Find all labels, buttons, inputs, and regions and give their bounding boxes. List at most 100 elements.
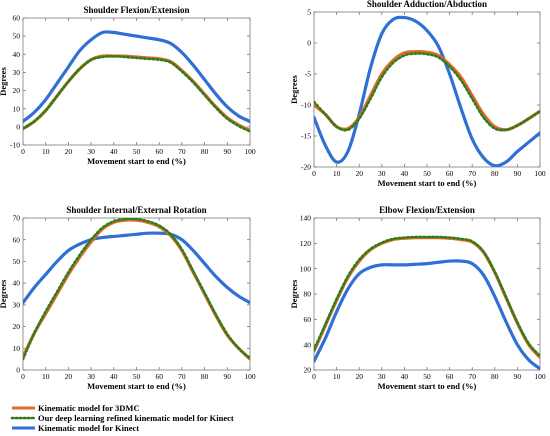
x-tick-label: 10	[42, 372, 50, 381]
x-tick-label: 100	[534, 169, 546, 178]
y-axis-label: Degrees	[289, 74, 299, 103]
x-tick-label: 10	[333, 169, 341, 178]
x-tick-label: 10	[333, 372, 341, 381]
x-tick-label: 20	[65, 147, 73, 156]
y-tick-label: 40	[13, 279, 21, 288]
x-tick-label: 20	[355, 169, 363, 178]
x-tick-label: 20	[355, 372, 363, 381]
panel-flexion-extension: Shoulder Flexion/Extension 0 10 20 30 40 50 60 7…	[0, 5, 256, 166]
series-group	[23, 218, 250, 361]
x-tick-label: 90	[514, 372, 522, 381]
y-tick-label: 50	[13, 32, 21, 41]
x-tick-label: 30	[87, 147, 95, 156]
y-tick-label: 40	[13, 50, 21, 59]
x-tick-label: 50	[133, 372, 141, 381]
x-tick-label: 20	[65, 372, 73, 381]
x-tick-label: 60	[155, 372, 163, 381]
series-line-kinect	[23, 231, 250, 305]
y-tick-label: 120	[300, 239, 312, 248]
y-axis-label: Degrees	[0, 279, 8, 308]
panel-internal-external-rotation: Shoulder Internal/External Rotation 0 10 20…	[0, 205, 256, 391]
x-tick-label: 60	[446, 372, 454, 381]
y-tick-label: 5	[307, 8, 311, 17]
x-tick-label: 50	[423, 169, 431, 178]
y-tick-label: 20	[13, 86, 21, 95]
y-tick-label: 20	[304, 366, 312, 375]
y-tick-label: 70	[13, 214, 21, 223]
x-tick-label: 80	[491, 372, 499, 381]
y-tick-label: 40	[304, 340, 312, 349]
series-line-kinect	[23, 30, 250, 124]
x-tick-label: 80	[201, 372, 209, 381]
y-tick-label: 0	[16, 122, 20, 131]
chart-title: Shoulder Adduction/Abduction	[367, 0, 487, 9]
y-tick-label: 80	[304, 290, 312, 299]
x-tick-label: 30	[87, 372, 95, 381]
y-tick-label: 140	[300, 214, 312, 223]
x-tick-label: 60	[155, 147, 163, 156]
x-tick-label: 70	[178, 147, 186, 156]
y-tick-label: 60	[304, 315, 312, 324]
chart-title: Shoulder Flexion/Extension	[83, 5, 189, 15]
x-tick-label: 70	[468, 372, 476, 381]
series-group	[314, 15, 540, 167]
y-tick-label: 50	[13, 257, 21, 266]
x-tick-label: 10	[42, 147, 50, 156]
series-line-kinect	[314, 15, 540, 167]
legend-label-kinect: Kinematic model for Kinect	[38, 423, 139, 433]
y-axis-label: Degrees	[0, 66, 8, 95]
x-tick-label: 0	[312, 372, 316, 381]
x-axis-label: Movement start to end (%)	[87, 156, 186, 166]
x-tick-label: 50	[133, 147, 141, 156]
x-tick-label: 90	[224, 147, 232, 156]
y-tick-label: 0	[16, 366, 20, 375]
series-line-dl	[23, 54, 250, 133]
x-tick-label: 70	[468, 169, 476, 178]
y-tick-label: 20	[13, 322, 21, 331]
x-tick-label: 30	[378, 169, 386, 178]
series-line-dl	[314, 52, 540, 132]
x-tick-label: 30	[378, 372, 386, 381]
x-axis-label: Movement start to end (%)	[378, 381, 477, 391]
x-tick-label: 0	[21, 147, 25, 156]
series-line-dl	[314, 235, 540, 358]
y-tick-label: -15	[301, 132, 311, 141]
x-tick-label: 100	[534, 372, 546, 381]
x-tick-label: 100	[244, 147, 256, 156]
series-line-kinect	[314, 259, 540, 370]
y-tick-label: 30	[13, 68, 21, 77]
x-tick-label: 80	[491, 169, 499, 178]
x-tick-label: 40	[110, 372, 118, 381]
y-tick-label: -10	[10, 141, 20, 150]
x-tick-label: 0	[21, 372, 25, 381]
x-tick-label: 100	[244, 372, 256, 381]
y-tick-label: 0	[307, 39, 311, 48]
x-tick-label: 60	[446, 169, 454, 178]
y-tick-label: -10	[301, 101, 311, 110]
x-tick-label: 0	[312, 169, 316, 178]
plot-frame	[313, 11, 541, 168]
x-axis-label: Movement start to end (%)	[378, 178, 477, 188]
x-tick-label: 90	[224, 372, 232, 381]
series-group	[314, 235, 540, 370]
legend-label-3dmc: Kinematic model for 3DMC	[38, 403, 140, 413]
x-tick-label: 40	[401, 372, 409, 381]
legend: Kinematic model for 3DMC Our deep learni…	[10, 403, 234, 433]
y-tick-label: 60	[13, 235, 21, 244]
chart-title: Elbow Flexion/Extension	[379, 205, 475, 215]
x-tick-label: 90	[514, 169, 522, 178]
y-tick-label: 60	[13, 14, 21, 23]
y-tick-label: 30	[13, 300, 21, 309]
x-axis-label: Movement start to end (%)	[87, 381, 186, 391]
legend-label-dl: Our deep learning refined kinematic mode…	[38, 413, 234, 423]
y-tick-label: -20	[301, 163, 311, 172]
series-line-3dmc	[314, 50, 540, 132]
x-tick-label: 50	[423, 372, 431, 381]
y-tick-label: -5	[305, 70, 311, 79]
y-tick-label: 10	[13, 104, 21, 113]
y-tick-label: 10	[13, 344, 21, 353]
x-tick-label: 80	[201, 147, 209, 156]
series-line-dl	[23, 218, 250, 361]
